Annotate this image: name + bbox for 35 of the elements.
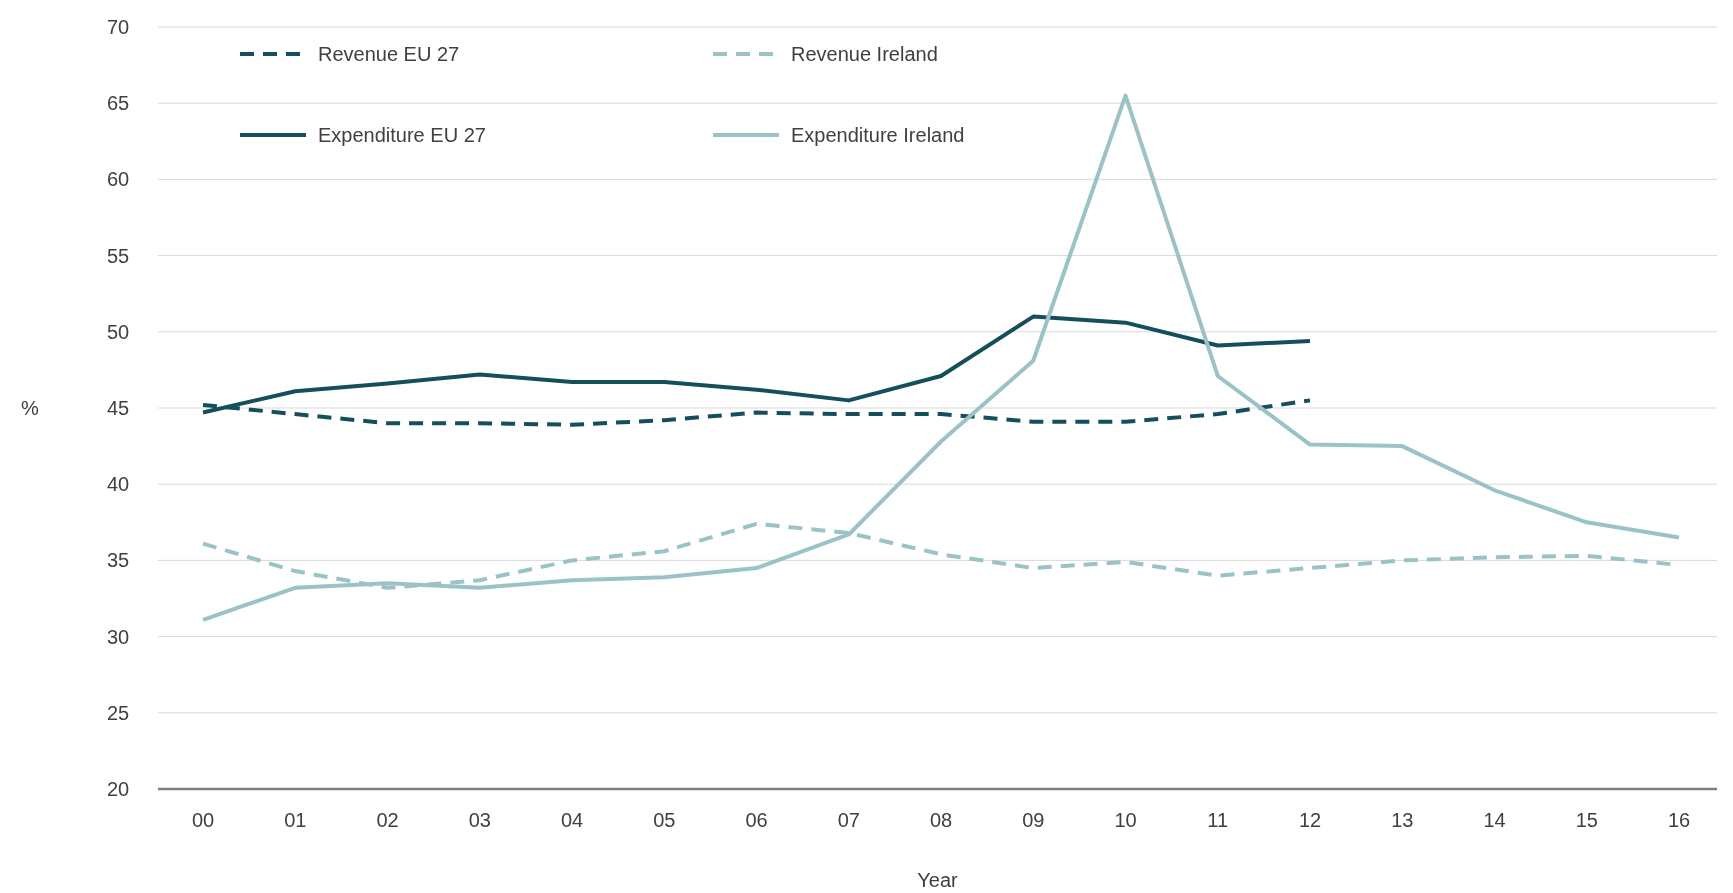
x-tick-label: 07 (837, 809, 860, 831)
x-tick-label: 03 (468, 809, 491, 831)
x-tick-label: 09 (1022, 809, 1045, 831)
y-tick-label: 35 (106, 549, 130, 572)
x-tick-label: 15 (1575, 809, 1598, 831)
legend-label: Revenue Ireland (791, 43, 938, 65)
line-series (201, 93, 1681, 622)
x-tick-label: 04 (560, 809, 584, 831)
y-tick-label: 50 (106, 320, 130, 343)
y-tick-label: 45 (106, 397, 130, 419)
legend-label: Expenditure Ireland (791, 124, 965, 146)
y-tick-label: 25 (106, 701, 130, 724)
x-tick-label: 13 (1391, 809, 1414, 831)
y-tick-label: 40 (106, 473, 130, 496)
x-tick-label: 05 (653, 809, 676, 831)
x-tick-label: 08 (929, 809, 953, 831)
x-tick-label: 11 (1207, 809, 1229, 831)
y-tick-label: 20 (106, 778, 130, 800)
y-tick-label: 55 (106, 244, 130, 267)
x-tick-label: 00 (191, 809, 215, 831)
y-tick-label: 60 (106, 168, 130, 191)
x-tick-label: 10 (1114, 809, 1137, 831)
legend-label: Expenditure EU 27 (318, 124, 486, 146)
x-axis-title: Year (917, 869, 959, 891)
x-tick-label: 01 (284, 809, 307, 831)
x-tick-label: 14 (1483, 809, 1506, 831)
y-tick-label: 70 (106, 16, 130, 38)
legend-label: Revenue EU 27 (318, 43, 460, 65)
x-tick-label: 06 (745, 809, 768, 831)
y-tick-label: 65 (106, 92, 130, 115)
y-tick-label: 30 (106, 625, 130, 648)
y-axis-title: % (21, 397, 40, 419)
x-tick-label: 12 (1298, 809, 1322, 831)
x-tick-label: 02 (376, 809, 399, 831)
x-tick-label: 16 (1667, 809, 1691, 831)
